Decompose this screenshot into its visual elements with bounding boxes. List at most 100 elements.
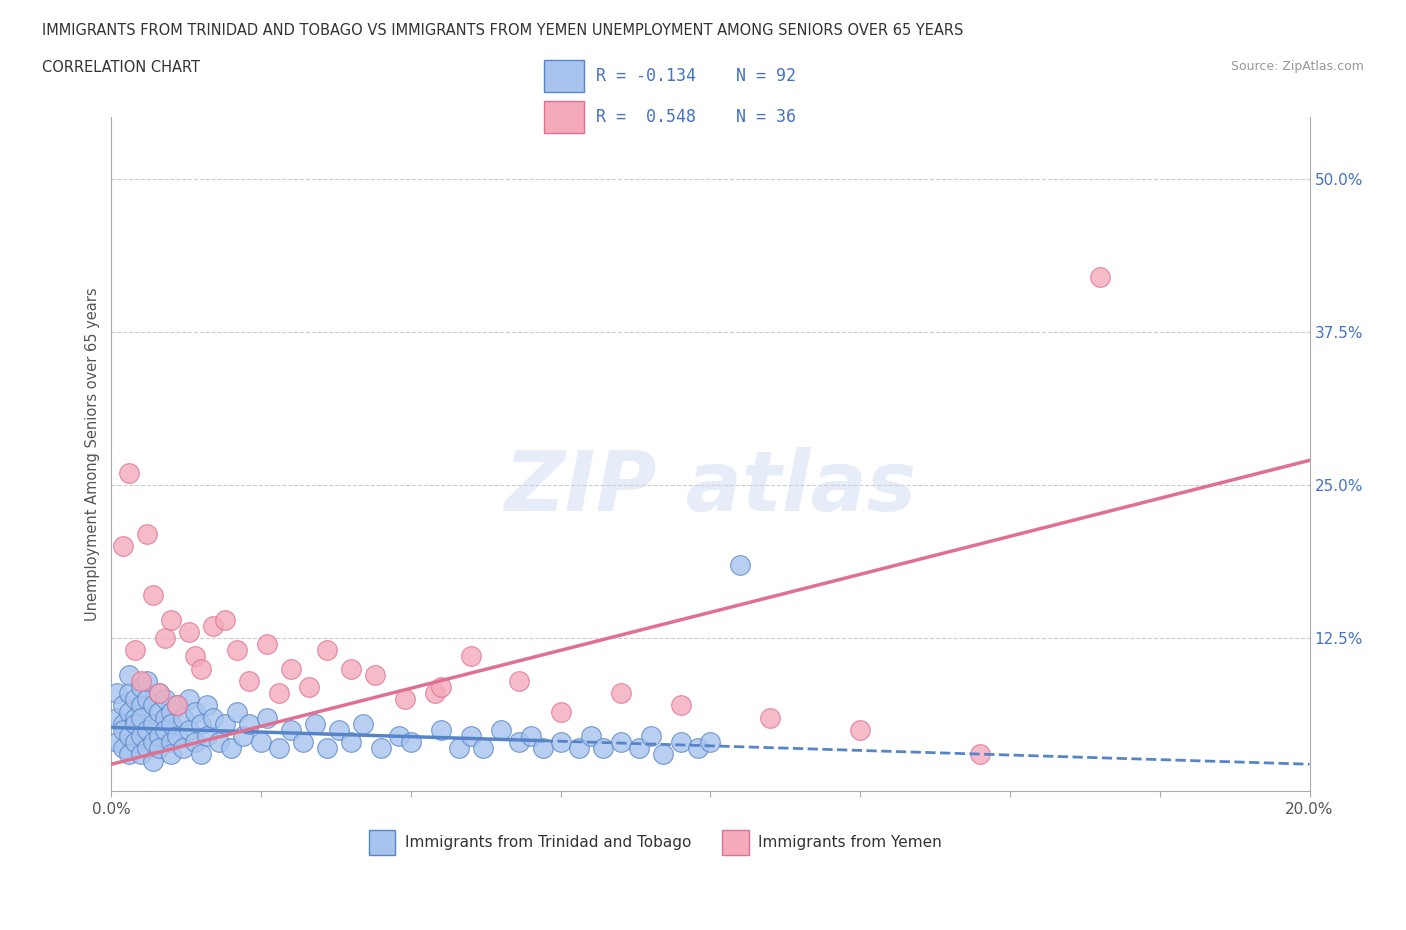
Point	[195, 698, 218, 713]
Point	[208, 735, 231, 750]
Point	[112, 741, 135, 756]
FancyBboxPatch shape	[544, 101, 583, 133]
Point	[352, 716, 374, 731]
Point	[148, 704, 170, 719]
Point	[202, 618, 225, 633]
Point	[508, 735, 530, 750]
Point	[107, 711, 129, 725]
Point	[142, 698, 165, 713]
Point	[304, 716, 326, 731]
Point	[131, 680, 153, 695]
Point	[148, 685, 170, 700]
Point	[155, 711, 177, 725]
Text: IMMIGRANTS FROM TRINIDAD AND TOBAGO VS IMMIGRANTS FROM YEMEN UNEMPLOYMENT AMONG : IMMIGRANTS FROM TRINIDAD AND TOBAGO VS I…	[42, 23, 963, 38]
Point	[316, 741, 339, 756]
Point	[232, 728, 254, 743]
Point	[609, 735, 631, 750]
Point	[179, 723, 201, 737]
Point	[179, 624, 201, 639]
Point	[166, 728, 188, 743]
Point	[640, 728, 662, 743]
Point	[112, 716, 135, 731]
Point	[155, 692, 177, 707]
Point	[202, 711, 225, 725]
Point	[166, 698, 188, 713]
Point	[627, 741, 650, 756]
Point	[447, 741, 470, 756]
Text: Immigrants from Yemen: Immigrants from Yemen	[758, 835, 942, 850]
Point	[131, 673, 153, 688]
Point	[550, 735, 572, 750]
Point	[131, 728, 153, 743]
Point	[688, 741, 710, 756]
Point	[256, 637, 278, 652]
Point	[364, 668, 387, 683]
Point	[124, 716, 146, 731]
Point	[160, 612, 183, 627]
Point	[969, 747, 991, 762]
Point	[131, 711, 153, 725]
Point	[142, 753, 165, 768]
Point	[195, 728, 218, 743]
Point	[124, 735, 146, 750]
Point	[328, 723, 350, 737]
Point	[155, 631, 177, 645]
Point	[669, 735, 692, 750]
Point	[118, 704, 141, 719]
Point	[519, 728, 541, 743]
Point	[118, 728, 141, 743]
Point	[550, 704, 572, 719]
Point	[531, 741, 554, 756]
Point	[160, 735, 183, 750]
Point	[340, 661, 363, 676]
Point	[136, 526, 159, 541]
FancyBboxPatch shape	[368, 830, 395, 856]
Point	[112, 723, 135, 737]
Point	[269, 685, 291, 700]
Point	[849, 723, 872, 737]
Point	[256, 711, 278, 725]
Point	[579, 728, 602, 743]
Point	[142, 716, 165, 731]
Point	[190, 716, 212, 731]
Text: R = -0.134    N = 92: R = -0.134 N = 92	[596, 67, 796, 86]
Point	[107, 735, 129, 750]
Point	[166, 698, 188, 713]
Text: R =  0.548    N = 36: R = 0.548 N = 36	[596, 108, 796, 126]
Point	[460, 649, 482, 664]
Point	[214, 612, 236, 627]
Point	[1088, 269, 1111, 284]
Point	[489, 723, 512, 737]
Point	[226, 643, 249, 658]
Point	[142, 588, 165, 603]
Text: Immigrants from Trinidad and Tobago: Immigrants from Trinidad and Tobago	[405, 835, 692, 850]
Point	[118, 465, 141, 480]
Text: CORRELATION CHART: CORRELATION CHART	[42, 60, 200, 75]
Point	[238, 716, 260, 731]
Point	[190, 661, 212, 676]
Point	[155, 723, 177, 737]
Point	[370, 741, 392, 756]
Point	[136, 692, 159, 707]
Point	[471, 741, 494, 756]
Point	[124, 711, 146, 725]
Point	[669, 698, 692, 713]
Point	[298, 680, 321, 695]
Point	[184, 735, 207, 750]
Point	[148, 728, 170, 743]
Point	[136, 723, 159, 737]
Point	[699, 735, 721, 750]
Point	[759, 711, 782, 725]
Point	[430, 680, 453, 695]
Point	[172, 741, 194, 756]
Point	[118, 685, 141, 700]
Text: ZIP atlas: ZIP atlas	[505, 447, 917, 528]
Point	[148, 741, 170, 756]
Point	[118, 747, 141, 762]
Point	[250, 735, 273, 750]
Point	[226, 704, 249, 719]
FancyBboxPatch shape	[723, 830, 749, 856]
Point	[136, 741, 159, 756]
Point	[148, 685, 170, 700]
Point	[592, 741, 614, 756]
